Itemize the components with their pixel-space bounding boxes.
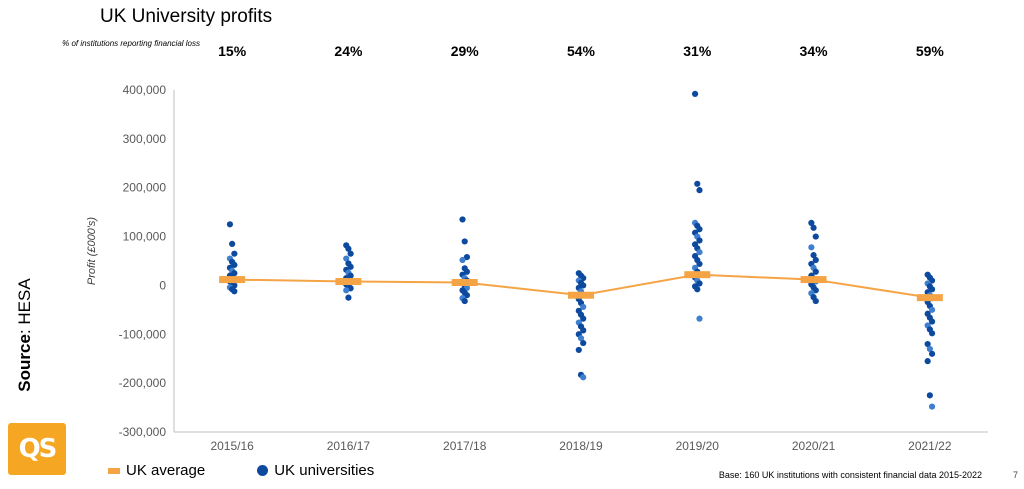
average-marker <box>451 278 478 286</box>
university-point <box>463 268 471 275</box>
university-point <box>580 315 587 322</box>
x-tick-label: 2020/21 <box>792 439 836 453</box>
university-point <box>580 374 587 381</box>
university-point <box>696 260 703 268</box>
university-point <box>696 187 703 194</box>
university-point <box>808 244 815 251</box>
qs-logo: QS <box>8 423 66 475</box>
page-number: 7 <box>1012 470 1018 480</box>
university-point <box>343 287 350 294</box>
university-point <box>463 253 471 261</box>
university-point <box>345 245 352 252</box>
university-point <box>347 263 354 270</box>
university-point <box>926 392 933 399</box>
university-point <box>928 318 936 325</box>
loss-percentage: 29% <box>451 43 480 59</box>
university-point <box>691 90 699 98</box>
university-point <box>694 180 701 187</box>
university-point <box>812 233 819 240</box>
average-marker <box>684 271 711 279</box>
university-point <box>580 303 587 311</box>
average-marker <box>800 276 827 284</box>
university-point <box>229 240 236 247</box>
loss-percentage: 15% <box>218 43 247 59</box>
legend-item-average: UK average <box>126 462 205 479</box>
loss-percentage: 24% <box>334 43 363 59</box>
university-point <box>812 297 819 305</box>
loss-percentage: 31% <box>683 43 712 59</box>
university-point <box>580 339 587 347</box>
x-tick-label: 2018/19 <box>559 439 603 453</box>
university-point <box>928 306 936 313</box>
page-title: UK University profits <box>100 6 273 27</box>
loss-percentage: 54% <box>567 43 596 59</box>
university-point <box>694 286 701 293</box>
university-point <box>580 327 587 334</box>
university-point <box>461 297 468 305</box>
university-point <box>696 249 703 256</box>
legend-average-icon <box>108 468 120 474</box>
university-point <box>812 256 819 264</box>
university-point <box>696 315 703 322</box>
university-point <box>810 224 817 231</box>
legend: UK average UK universities <box>126 462 426 479</box>
university-point <box>928 277 936 284</box>
university-point <box>928 350 936 357</box>
legend-item-universities: UK universities <box>257 462 374 479</box>
university-point <box>812 268 819 275</box>
average-marker <box>568 291 594 299</box>
university-point <box>226 221 234 228</box>
y-tick-label: -300,000 <box>119 425 167 439</box>
y-tick-label: 300,000 <box>123 132 167 146</box>
legend-dot-icon <box>257 465 269 476</box>
university-point <box>231 288 238 295</box>
y-tick-label: 400,000 <box>123 83 167 97</box>
legend-label-universities: UK universities <box>274 462 375 479</box>
university-point <box>696 280 703 287</box>
university-point <box>461 238 468 245</box>
loss-percentage: 34% <box>800 43 829 59</box>
average-marker <box>219 276 246 284</box>
x-tick-label: 2021/22 <box>908 439 952 453</box>
loss-percentage: 59% <box>916 43 945 59</box>
x-tick-label: 2017/18 <box>443 439 487 453</box>
loss-row-label: % of institutions reporting financial lo… <box>62 39 200 48</box>
logo-text: QS <box>18 434 58 464</box>
university-point <box>575 346 582 354</box>
average-marker <box>916 294 943 302</box>
y-tick-label: 100,000 <box>123 230 167 244</box>
x-tick-label: 2015/16 <box>210 439 254 453</box>
y-tick-label: -200,000 <box>119 376 167 390</box>
university-point <box>463 292 471 299</box>
university-point <box>459 256 466 264</box>
university-point <box>231 250 238 257</box>
y-tick-label: 0 <box>159 278 166 292</box>
university-point <box>696 226 703 233</box>
university-point <box>347 250 354 257</box>
university-point <box>696 237 703 244</box>
university-point <box>926 345 933 353</box>
x-tick-label: 2019/20 <box>676 439 720 453</box>
university-point <box>924 340 931 348</box>
university-point <box>231 261 238 269</box>
y-axis-title: Profit (£000's) <box>86 217 98 285</box>
y-tick-label: 200,000 <box>123 181 167 195</box>
university-point <box>343 255 350 262</box>
x-tick-label: 2016/17 <box>327 439 371 453</box>
university-point <box>808 219 815 226</box>
university-point <box>459 216 466 223</box>
university-point <box>810 252 817 259</box>
university-point <box>928 403 936 410</box>
base-note: Base: 160 UK institutions with consisten… <box>718 470 982 480</box>
y-tick-label: -100,000 <box>119 327 167 341</box>
university-point <box>928 286 936 293</box>
legend-label-average: UK average <box>126 462 206 479</box>
university-point <box>577 335 585 342</box>
average-marker <box>335 278 362 286</box>
university-point <box>812 287 819 294</box>
university-point <box>345 294 352 301</box>
university-point <box>928 330 936 337</box>
university-point <box>924 358 931 365</box>
